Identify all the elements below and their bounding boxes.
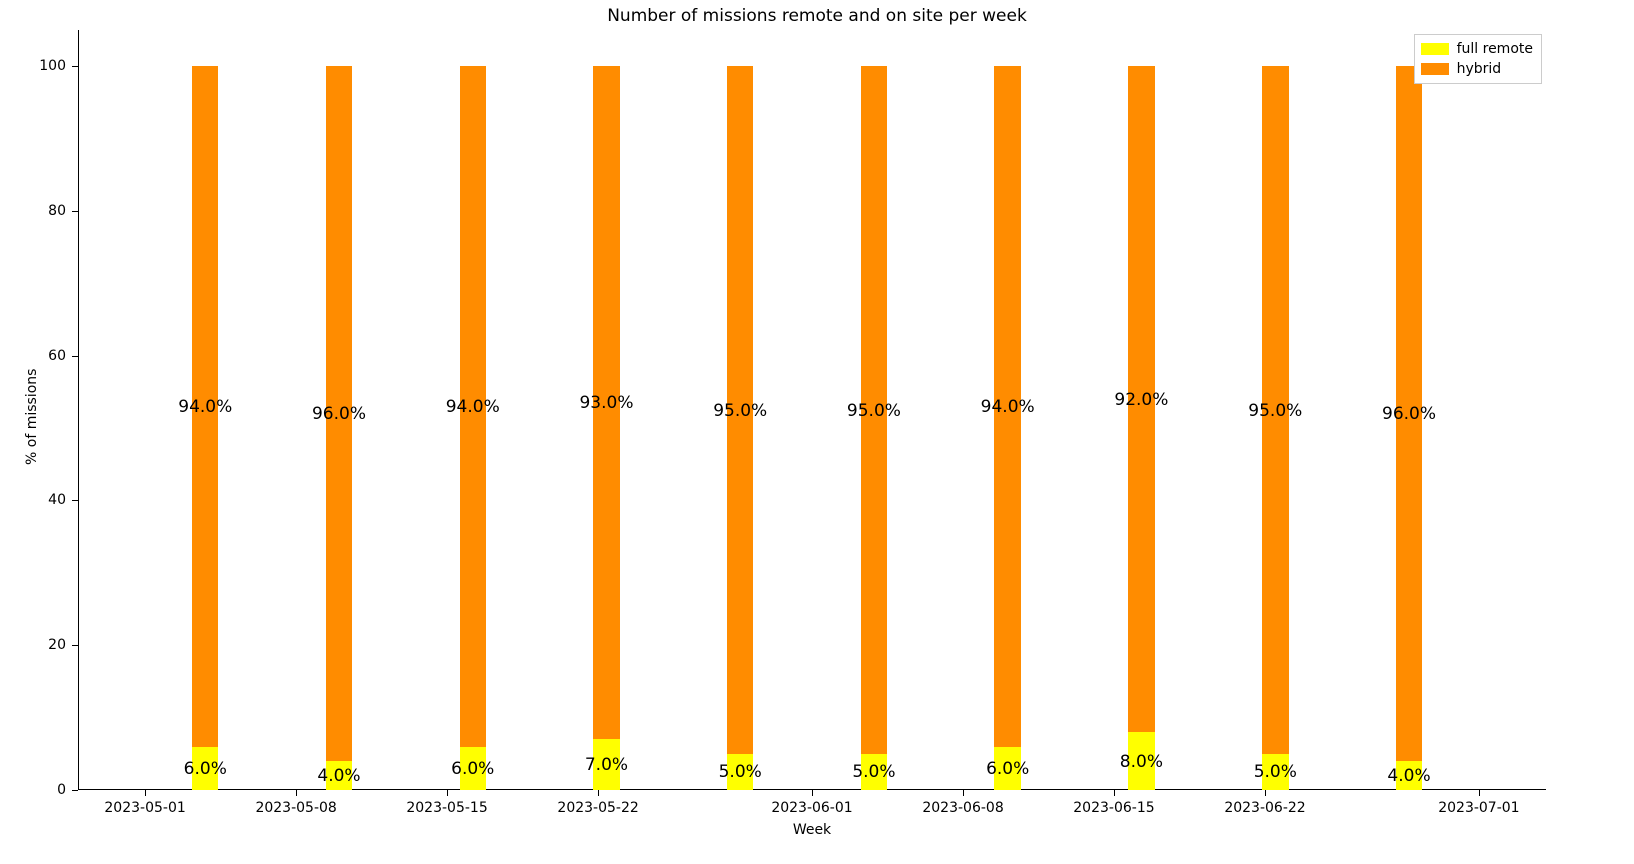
x-tick — [1114, 790, 1115, 796]
y-tick-label: 20 — [0, 637, 66, 653]
y-tick — [72, 790, 78, 791]
bar-value-label: 94.0% — [981, 397, 1035, 417]
legend-item: hybrid — [1421, 59, 1533, 79]
bar-value-label: 95.0% — [847, 401, 901, 421]
bar-value-label: 6.0% — [184, 759, 227, 779]
y-tick-label: 0 — [0, 782, 66, 798]
bar-value-label: 4.0% — [1387, 766, 1430, 786]
y-axis-label: % of missions — [24, 369, 40, 465]
bar-group — [1128, 30, 1154, 790]
bar-value-label: 96.0% — [1382, 404, 1436, 424]
bar-value-label: 94.0% — [446, 397, 500, 417]
bar-value-label: 92.0% — [1114, 390, 1168, 410]
y-tick-label: 100 — [0, 58, 66, 74]
x-tick-label: 2023-06-08 — [922, 800, 1003, 816]
bar-value-label: 5.0% — [719, 762, 762, 782]
y-tick — [72, 500, 78, 501]
x-tick-label: 2023-07-01 — [1438, 800, 1519, 816]
legend-item: full remote — [1421, 39, 1533, 59]
legend-swatch-icon — [1421, 63, 1449, 75]
y-axis-line — [78, 30, 79, 790]
x-axis-label: Week — [78, 822, 1546, 838]
x-tick — [963, 790, 964, 796]
legend-label: hybrid — [1457, 61, 1502, 77]
bar-value-label: 4.0% — [317, 766, 360, 786]
y-tick — [72, 645, 78, 646]
x-tick — [1265, 790, 1266, 796]
x-tick — [296, 790, 297, 796]
bar-value-label: 95.0% — [713, 401, 767, 421]
x-tick — [598, 790, 599, 796]
bar-value-label: 5.0% — [1254, 762, 1297, 782]
y-tick-label: 40 — [0, 492, 66, 508]
y-tick — [72, 356, 78, 357]
bar-value-label: 5.0% — [852, 762, 895, 782]
x-tick — [145, 790, 146, 796]
x-tick-label: 2023-05-15 — [406, 800, 487, 816]
bar-value-label: 94.0% — [178, 397, 232, 417]
y-tick — [72, 211, 78, 212]
x-tick-label: 2023-05-08 — [255, 800, 336, 816]
bar-value-label: 6.0% — [451, 759, 494, 779]
legend-label: full remote — [1457, 41, 1533, 57]
x-tick-label: 2023-06-22 — [1224, 800, 1305, 816]
plot-area: 6.0% 94.0% 4.0% 96.0% 6.0% 94.0% 7.0% 93.0% 5.0%… — [78, 30, 1546, 790]
chart-root: Number of missions remote and on site pe… — [0, 0, 1634, 864]
x-tick-label: 2023-05-22 — [557, 800, 638, 816]
legend: full remote hybrid — [1414, 34, 1542, 84]
y-tick-label: 80 — [0, 203, 66, 219]
bar-value-label: 95.0% — [1248, 401, 1302, 421]
x-tick-label: 2023-06-15 — [1073, 800, 1154, 816]
bar-value-label: 96.0% — [312, 404, 366, 424]
x-tick-label: 2023-05-01 — [104, 800, 185, 816]
y-tick-label: 60 — [0, 348, 66, 364]
legend-swatch-icon — [1421, 43, 1449, 55]
x-tick-label: 2023-06-01 — [771, 800, 852, 816]
x-tick — [812, 790, 813, 796]
x-tick — [1479, 790, 1480, 796]
bar-value-label: 8.0% — [1120, 752, 1163, 772]
y-tick — [72, 66, 78, 67]
bar-value-label: 7.0% — [585, 755, 628, 775]
x-tick — [447, 790, 448, 796]
chart-title: Number of missions remote and on site pe… — [0, 6, 1634, 26]
bar-value-label: 6.0% — [986, 759, 1029, 779]
bar-value-label: 93.0% — [579, 393, 633, 413]
